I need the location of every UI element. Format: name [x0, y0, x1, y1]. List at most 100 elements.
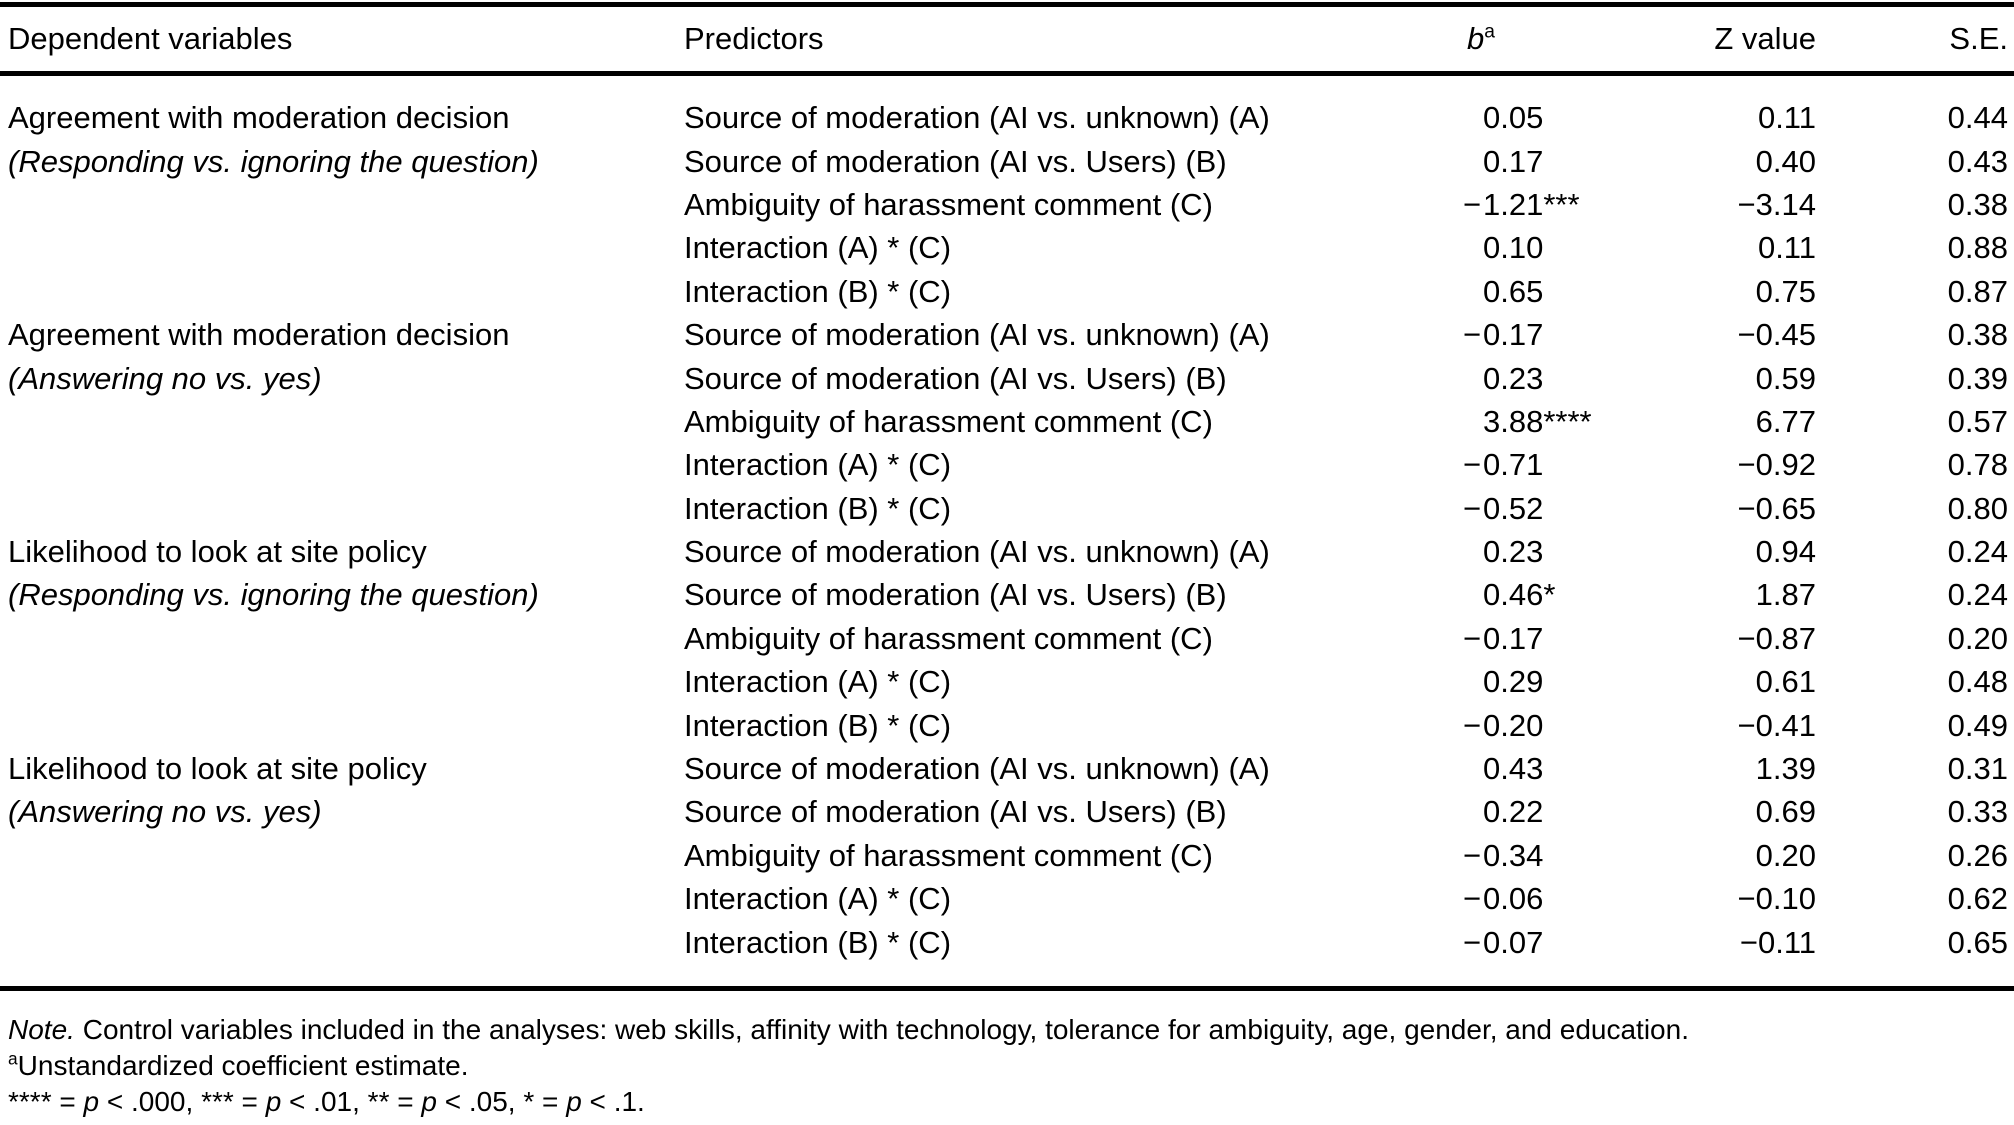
table-row: Likelihood to look at site policy Source…: [0, 530, 2014, 573]
cell-z: −0.10: [1737, 881, 1816, 917]
cell-b: −0.71: [1461, 449, 1690, 480]
cell-b: 0.43: [1461, 753, 1690, 784]
table-row: Interaction (A) * (C) −0.71 −0.92 0.78: [0, 443, 2014, 486]
b-sign: −: [1463, 924, 1482, 960]
cell-b: −0.20: [1461, 710, 1690, 741]
cell-predictor: Interaction (B) * (C): [684, 707, 952, 743]
sig-p-2: p: [421, 1086, 437, 1117]
table-header-rule: [0, 71, 2014, 76]
cell-z: −0.92: [1737, 447, 1816, 483]
cell-se: 0.39: [1947, 360, 2008, 396]
header-b-coefficient: ba: [1461, 21, 1690, 57]
cell-b: −0.52: [1461, 493, 1690, 524]
cell-z: 0.40: [1755, 143, 1816, 179]
cell-predictor: Source of moderation (AI vs. unknown) (A…: [684, 751, 1270, 787]
sig-stars-4: ****: [8, 1086, 52, 1117]
cell-se: 0.26: [1947, 837, 2008, 873]
b-value: 0.22: [1483, 794, 1544, 830]
table-header-row: Dependent variables Predictors ba Z valu…: [0, 8, 2014, 70]
table-row: Interaction (B) * (C) 0.65 0.75 0.87: [0, 270, 2014, 313]
note-text: Control variables included in the analys…: [74, 1014, 1689, 1045]
cell-se: 0.57: [1947, 403, 2008, 439]
cell-predictor: Interaction (A) * (C): [684, 881, 952, 917]
cell-se: 0.87: [1947, 273, 2008, 309]
cell-b: 0.23: [1461, 536, 1690, 567]
cell-se: 0.65: [1947, 924, 2008, 960]
table-footnotes: Note. Control variables included in the …: [8, 1012, 2008, 1120]
table-row: Ambiguity of harassment comment (C) −0.1…: [0, 617, 2014, 660]
cell-predictor: Ambiguity of harassment comment (C): [684, 186, 1213, 222]
b-value: 0.05: [1483, 100, 1544, 136]
b-sign: −: [1463, 317, 1482, 353]
b-sign: −: [1463, 186, 1482, 222]
b-sign: −: [1463, 881, 1482, 917]
cell-b: −0.17: [1461, 623, 1690, 654]
cell-z: −0.87: [1737, 620, 1816, 656]
table-top-rule: [0, 2, 2014, 7]
table-row: (Answering no vs. yes) Source of moderat…: [0, 356, 2014, 399]
cell-b: −0.34: [1461, 840, 1690, 871]
cell-se: 0.24: [1947, 577, 2008, 613]
cell-b: 0.10: [1461, 232, 1690, 263]
table-row: Interaction (B) * (C) −0.52 −0.65 0.80: [0, 487, 2014, 530]
b-value: 1.21***: [1483, 186, 1580, 222]
cell-se: 0.48: [1947, 664, 2008, 700]
b-value: 3.88****: [1483, 403, 1592, 439]
sig-p-4: p: [83, 1086, 100, 1117]
sig-stars-1: *: [523, 1086, 535, 1117]
header-b-superscript: a: [1484, 21, 1495, 43]
cell-z: 1.87: [1755, 577, 1816, 613]
table-row: Interaction (A) * (C) 0.29 0.61 0.48: [0, 660, 2014, 703]
cell-b: 0.22: [1461, 796, 1690, 827]
table-row: (Responding vs. ignoring the question) S…: [0, 573, 2014, 616]
cell-predictor: Source of moderation (AI vs. Users) (B): [684, 794, 1227, 830]
cell-dependent: Likelihood to look at site policy: [8, 534, 427, 570]
cell-se: 0.44: [1947, 100, 2008, 136]
cell-predictor: Source of moderation (AI vs. unknown) (A…: [684, 317, 1270, 353]
cell-predictor: Ambiguity of harassment comment (C): [684, 403, 1213, 439]
cell-z: −0.65: [1737, 490, 1816, 526]
b-value: 0.23: [1483, 534, 1544, 570]
cell-b: −0.06: [1461, 883, 1690, 914]
cell-se: 0.38: [1947, 317, 2008, 353]
b-value: 0.07: [1483, 924, 1544, 960]
cell-b: −1.21***: [1461, 189, 1690, 220]
table-row: Ambiguity of harassment comment (C) −1.2…: [0, 183, 2014, 226]
b-sign: −: [1463, 490, 1482, 526]
coefficient-note-text: Unstandardized coefficient estimate.: [17, 1050, 469, 1081]
cell-dependent: Agreement with moderation decision: [8, 100, 510, 136]
sig-stars-2: **: [367, 1086, 390, 1117]
cell-predictor: Interaction (B) * (C): [684, 273, 952, 309]
significance-note-line: **** = p < .000, *** = p < .01, ** = p <…: [8, 1086, 645, 1117]
cell-z: 0.69: [1755, 794, 1816, 830]
b-value: 0.29: [1483, 664, 1544, 700]
cell-z: 0.11: [1757, 230, 1816, 266]
cell-b: 0.29: [1461, 666, 1690, 697]
cell-z: 0.20: [1755, 837, 1816, 873]
b-value: 0.10: [1483, 230, 1544, 266]
cell-predictor: Interaction (A) * (C): [684, 447, 952, 483]
table-row: Interaction (A) * (C) 0.10 0.11 0.88: [0, 226, 2014, 269]
cell-predictor: Source of moderation (AI vs. unknown) (A…: [684, 100, 1270, 136]
cell-z: 0.94: [1755, 534, 1816, 570]
b-value: 0.20: [1483, 707, 1544, 743]
b-value: 0.06: [1483, 881, 1544, 917]
cell-z: 1.39: [1755, 751, 1816, 787]
b-value: 0.23: [1483, 360, 1544, 396]
b-value: 0.71: [1483, 447, 1544, 483]
sig-stars-3: ***: [201, 1086, 234, 1117]
cell-se: 0.78: [1947, 447, 2008, 483]
coefficient-note-superscript: a: [8, 1048, 18, 1069]
b-value: 0.34: [1483, 837, 1544, 873]
header-b-symbol: b: [1467, 21, 1485, 56]
table-row: Ambiguity of harassment comment (C) 3.88…: [0, 400, 2014, 443]
note-line: Note. Control variables included in the …: [8, 1012, 2008, 1048]
table-body: Agreement with moderation decision Sourc…: [0, 96, 2014, 964]
cell-b: −0.07: [1461, 927, 1690, 958]
cell-predictor: Ambiguity of harassment comment (C): [684, 620, 1213, 656]
sig-p-1: p: [566, 1086, 582, 1117]
b-value: 0.65: [1483, 273, 1544, 309]
cell-predictor: Source of moderation (AI vs. Users) (B): [684, 577, 1227, 613]
cell-se: 0.24: [1947, 534, 2008, 570]
